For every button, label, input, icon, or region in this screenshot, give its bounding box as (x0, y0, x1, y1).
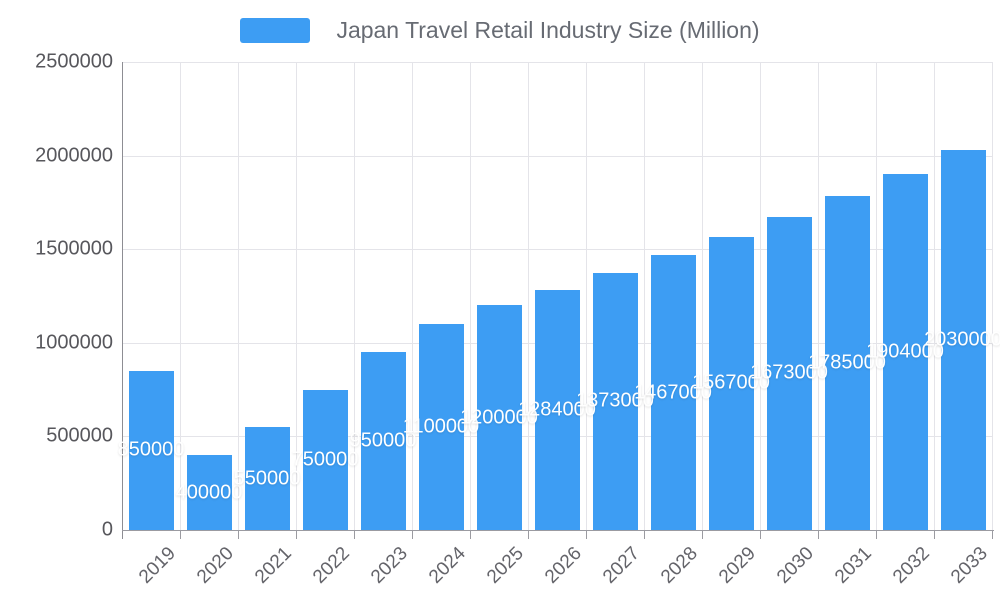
gridline-vertical (876, 62, 877, 530)
gridline-vertical (934, 62, 935, 530)
bar-2023[interactable] (360, 352, 406, 530)
gridline-vertical (354, 62, 355, 530)
x-tick-label-2033: 2033 (947, 543, 992, 588)
bar-2031[interactable] (824, 195, 870, 530)
x-tick-label-2028: 2028 (657, 543, 702, 588)
gridline-horizontal (122, 155, 992, 157)
bar-value-label: 1673000 (750, 361, 828, 384)
bar-2020[interactable] (186, 455, 232, 530)
legend-label: Japan Travel Retail Industry Size (Milli… (336, 17, 760, 43)
bar-2033[interactable] (940, 149, 986, 530)
legend-swatch (240, 18, 311, 43)
x-axis-tick (180, 530, 181, 539)
bar-2032[interactable] (882, 173, 928, 530)
x-tick-label-2023: 2023 (367, 543, 412, 588)
bar-2021[interactable] (244, 427, 290, 530)
gridline-vertical (412, 62, 413, 530)
gridline-vertical (528, 62, 529, 530)
bar-2022[interactable] (302, 389, 348, 530)
x-axis-line (122, 530, 994, 531)
bar-2024[interactable] (418, 324, 464, 530)
y-tick-label: 1000000 (35, 331, 113, 354)
x-axis-tick (992, 530, 993, 539)
bar-value-label: 750000 (291, 448, 359, 471)
gridline-vertical (296, 62, 297, 530)
bar-value-label: 1284000 (518, 398, 596, 421)
bar-value-label: 1200000 (460, 406, 538, 429)
x-axis-tick (760, 530, 761, 539)
x-axis-tick (934, 530, 935, 539)
x-axis-tick (412, 530, 413, 539)
gridline-vertical (818, 62, 819, 530)
bar-value-label: 1567000 (692, 371, 770, 394)
x-axis-tick (876, 530, 877, 539)
x-tick-label-2022: 2022 (309, 543, 354, 588)
x-tick-label-2024: 2024 (425, 543, 470, 588)
y-axis-line (122, 62, 123, 539)
x-tick-label-2030: 2030 (773, 543, 818, 588)
y-tick-label: 0 (101, 518, 113, 541)
x-axis-tick (470, 530, 471, 539)
x-axis-tick (818, 530, 819, 539)
gridline-vertical (238, 62, 239, 530)
x-tick-label-2031: 2031 (831, 543, 876, 588)
gridline-horizontal (122, 249, 992, 251)
y-tick-label: 1500000 (35, 237, 113, 260)
bar-value-label: 550000 (233, 467, 301, 490)
gridline-vertical (586, 62, 587, 530)
x-tick-label-2021: 2021 (251, 543, 296, 588)
bar-2025[interactable] (476, 305, 522, 530)
bar-value-label: 950000 (349, 429, 417, 452)
x-axis-tick (238, 530, 239, 539)
bar-value-label: 1785000 (808, 351, 886, 374)
gridline-vertical (470, 62, 471, 530)
x-axis-tick (354, 530, 355, 539)
bar-2026[interactable] (534, 289, 580, 530)
x-tick-label-2026: 2026 (541, 543, 586, 588)
x-axis-tick (586, 530, 587, 539)
bar-value-label: 400000 (175, 481, 243, 504)
gridline-vertical (992, 62, 993, 530)
y-tick-label: 2500000 (35, 50, 113, 73)
x-axis-tick (528, 530, 529, 539)
bar-2030[interactable] (766, 216, 812, 530)
gridline-horizontal (122, 62, 992, 63)
gridline-vertical (180, 62, 181, 530)
bar-value-label: 1904000 (866, 340, 944, 363)
bar-value-label: 1100000 (402, 415, 480, 438)
y-tick-label: 2000000 (35, 144, 113, 167)
bar-value-label: 1373000 (576, 389, 654, 412)
gridline-vertical (702, 62, 703, 530)
gridline-vertical (760, 62, 761, 530)
x-axis-tick (644, 530, 645, 539)
x-tick-label-2029: 2029 (715, 543, 760, 588)
bar-value-label: 850000 (117, 438, 185, 461)
x-tick-label-2020: 2020 (193, 543, 238, 588)
gridline-vertical (644, 62, 645, 530)
bar-value-label: 1467000 (634, 381, 712, 404)
x-tick-label-2032: 2032 (889, 543, 934, 588)
bar-2028[interactable] (650, 255, 696, 530)
x-tick-label-2027: 2027 (599, 543, 644, 588)
bar-2029[interactable] (708, 236, 754, 530)
legend[interactable]: Japan Travel Retail Industry Size (Milli… (0, 17, 1000, 44)
x-tick-label-2019: 2019 (135, 543, 180, 588)
x-tick-label-2025: 2025 (483, 543, 528, 588)
x-axis-tick (702, 530, 703, 539)
x-axis-tick (296, 530, 297, 539)
bar-2019[interactable] (128, 370, 174, 530)
bar-2027[interactable] (592, 272, 638, 530)
bar-value-label: 2030000 (924, 328, 1000, 351)
y-tick-label: 500000 (46, 424, 113, 447)
